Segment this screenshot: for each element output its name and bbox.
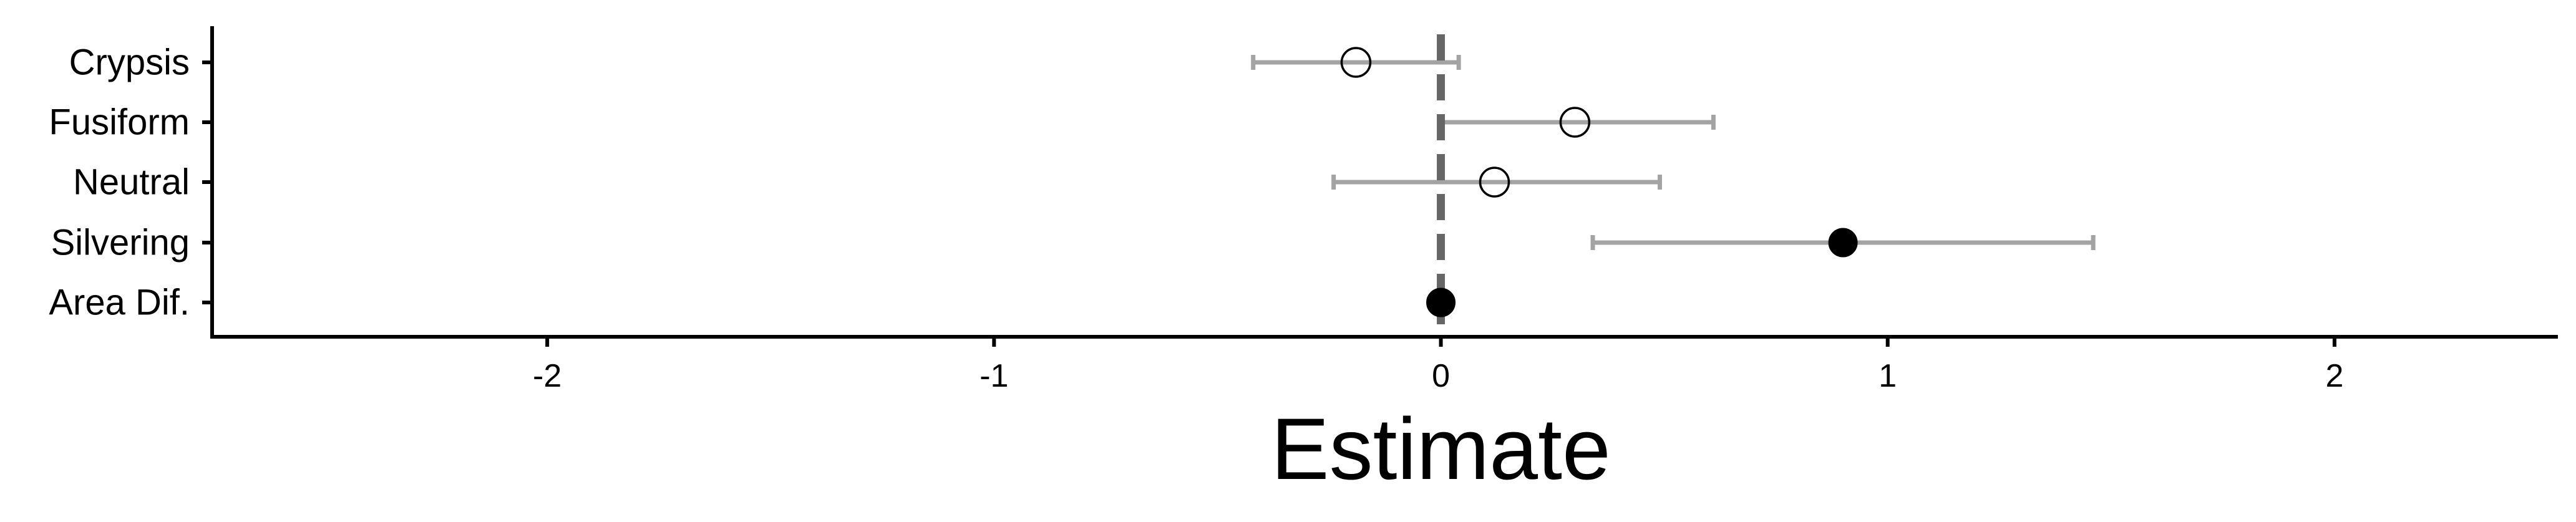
y-axis-ticks: Crypsis Fusiform Neutral Silvering Area Dif.	[49, 42, 212, 323]
point-layer	[1340, 47, 1858, 317]
x-axis-ticks: -2 -1 0 1 2	[533, 337, 2343, 394]
point-4	[1426, 288, 1456, 317]
x-tick-label-3: 1	[1879, 358, 1897, 394]
point-1	[1559, 107, 1591, 138]
errorbar-layer	[1251, 55, 2096, 250]
x-tick-label-4: 2	[2325, 358, 2343, 394]
x-tick-label-2: 0	[1432, 358, 1450, 394]
point-3	[1828, 228, 1858, 258]
y-tick-label-0: Crypsis	[69, 42, 190, 83]
point-0	[1340, 47, 1372, 78]
x-tick-label-1: -1	[979, 358, 1008, 394]
x-tick-label-0: -2	[533, 358, 561, 394]
x-axis-title: Estimate	[1271, 400, 1611, 498]
y-tick-label-2: Neutral	[73, 162, 190, 203]
y-tick-label-1: Fusiform	[49, 102, 190, 143]
point-2	[1479, 167, 1510, 198]
y-tick-label-4: Area Dif.	[49, 283, 190, 323]
y-tick-label-3: Silvering	[51, 223, 190, 263]
